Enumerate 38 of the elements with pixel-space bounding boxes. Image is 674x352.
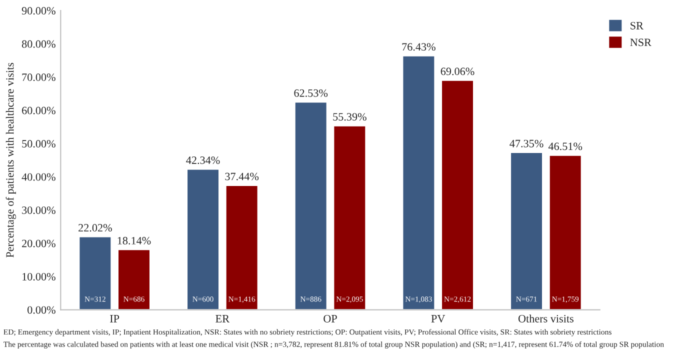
data-label: 18.14% [118, 236, 151, 244]
bar [440, 79, 474, 310]
bar [332, 124, 367, 310]
data-label: 55.39% [333, 113, 366, 121]
data-label: 46.51% [548, 142, 582, 150]
data-label: 76.43% [402, 43, 436, 51]
data-label: 37.44% [225, 172, 259, 180]
y-axis-title: Percentage of patients with healthcare visits [6, 62, 16, 258]
y-tick-label: 10.00% [22, 272, 56, 281]
legend-label: NSR [630, 38, 652, 46]
y-tick-label: 70.00% [22, 74, 56, 82]
x-tick-label: Others visits [518, 314, 574, 322]
data-label: 69.06% [440, 68, 474, 76]
x-tick-label: IP [110, 315, 120, 322]
y-tick-label: 90.00% [22, 7, 56, 15]
data-label: 22.02% [78, 224, 112, 232]
bar [117, 248, 151, 310]
legend-label: SR [630, 22, 644, 30]
y-tick-label: 60.00% [22, 106, 56, 114]
y-tick-label: 0.00% [28, 306, 56, 314]
y-tick-label: 30.00% [22, 206, 56, 214]
bar [294, 101, 328, 310]
bar [548, 154, 582, 310]
x-tick-label: ER [216, 315, 230, 322]
x-tick-label: OP [324, 314, 337, 322]
data-label: 47.35% [510, 140, 544, 148]
y-tick-label: 80.00% [22, 40, 56, 48]
x-tick-label: PV [431, 315, 446, 322]
bar [186, 168, 220, 310]
bar [510, 152, 544, 310]
bar [224, 184, 259, 310]
y-tick-label: 40.00% [22, 173, 56, 181]
y-tick-label: 50.00% [22, 140, 56, 148]
data-label: 42.34% [186, 156, 220, 164]
bar [78, 236, 112, 310]
y-tick-label: 20.00% [22, 240, 56, 248]
data-label: 62.53% [294, 89, 328, 97]
bar [402, 54, 436, 310]
